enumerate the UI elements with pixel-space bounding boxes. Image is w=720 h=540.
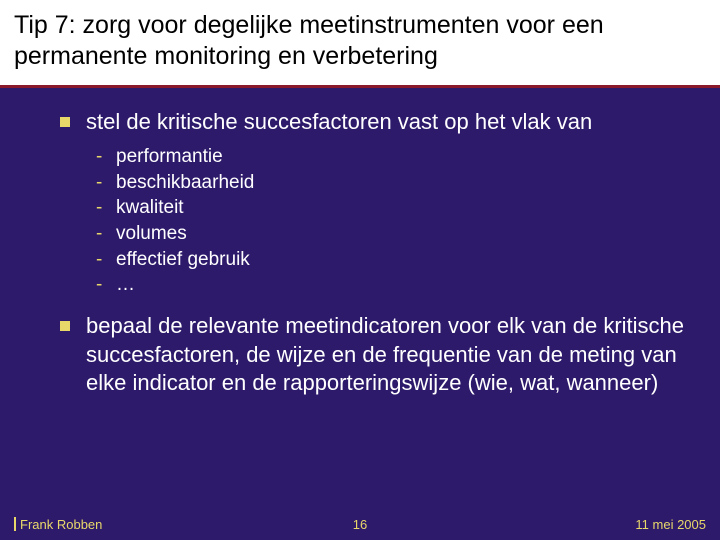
dash-icon: - — [96, 170, 102, 196]
dash-icon: - — [96, 247, 102, 273]
bullet-lvl2-text: … — [116, 274, 135, 295]
bullet-lvl2: -performantie — [60, 144, 686, 170]
bullet-lvl1-text: stel de kritische succesfactoren vast op… — [86, 109, 592, 134]
bullet-lvl2-text: kwaliteit — [116, 197, 184, 218]
dash-icon: - — [96, 195, 102, 221]
bullet-lvl2-text: beschikbaarheid — [116, 172, 254, 193]
bullet-lvl2-text: volumes — [116, 223, 187, 244]
bullet-lvl1: bepaal de relevante meetindicatoren voor… — [60, 312, 686, 398]
dash-icon: - — [96, 272, 102, 298]
bullet-lvl1-text: bepaal de relevante meetindicatoren voor… — [86, 313, 684, 395]
bullet-lvl1: stel de kritische succesfactoren vast op… — [60, 108, 686, 137]
dash-icon: - — [96, 221, 102, 247]
slide-body: stel de kritische succesfactoren vast op… — [0, 88, 720, 398]
slide-title-text: Tip 7: zorg voor degelijke meetinstrumen… — [14, 11, 604, 70]
bullet-lvl2: -volumes — [60, 221, 686, 247]
slide-footer: Frank Robben 16 11 mei 2005 — [0, 512, 720, 532]
bullet-lvl2: -effectief gebruik — [60, 247, 686, 273]
bullet-lvl2: -kwaliteit — [60, 195, 686, 221]
square-bullet-icon — [60, 117, 70, 127]
bullet-lvl2: -… — [60, 272, 686, 298]
sub-bullet-list: -performantie -beschikbaarheid -kwalitei… — [60, 144, 686, 298]
footer-date: 11 mei 2005 — [635, 517, 706, 532]
square-bullet-icon — [60, 321, 70, 331]
bullet-lvl2-text: effectief gebruik — [116, 249, 250, 270]
dash-icon: - — [96, 144, 102, 170]
bullet-lvl2: -beschikbaarheid — [60, 170, 686, 196]
footer-page-text: 16 — [353, 517, 367, 532]
bullet-lvl2-text: performantie — [116, 146, 223, 167]
footer-page: 16 — [0, 517, 720, 532]
slide-title: Tip 7: zorg voor degelijke meetinstrumen… — [0, 0, 720, 88]
footer-date-text: 11 mei 2005 — [635, 517, 706, 532]
